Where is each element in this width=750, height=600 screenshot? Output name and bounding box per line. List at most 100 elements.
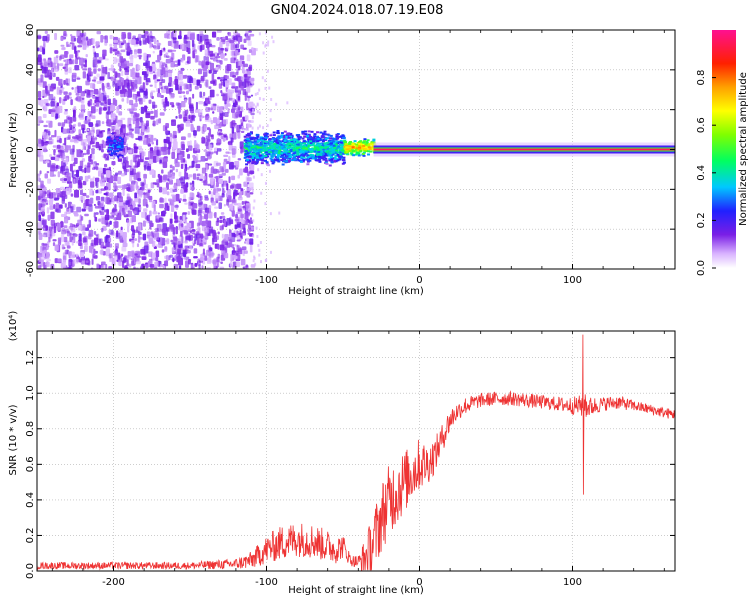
spectrogram-cell bbox=[206, 267, 211, 269]
spectrogram-cell bbox=[332, 144, 336, 147]
spectrogram-cell bbox=[194, 158, 199, 162]
spectrogram-cell bbox=[73, 123, 77, 127]
spectrogram-cell bbox=[341, 151, 345, 154]
spectrogram-cell bbox=[136, 91, 141, 97]
spectrogram-cell bbox=[108, 119, 112, 128]
spectrogram-cell bbox=[274, 140, 278, 143]
spectrogram-cell bbox=[184, 98, 187, 103]
spectrogram-cell bbox=[57, 237, 62, 246]
spectrogram-cell bbox=[220, 81, 224, 86]
spectrogram-cell bbox=[193, 256, 198, 259]
spectrogram-cell bbox=[348, 147, 352, 150]
spectrogram-cell bbox=[85, 260, 89, 263]
spectrogram-cell bbox=[67, 201, 72, 209]
spectrogram-cell bbox=[125, 147, 128, 155]
spectrogram-cell bbox=[306, 135, 310, 138]
spectrogram-cell bbox=[172, 36, 177, 44]
spectrogram-cell bbox=[217, 46, 221, 51]
spectrogram-cell bbox=[183, 252, 187, 258]
spectrogram-cell bbox=[192, 154, 196, 158]
spectrogram-cell bbox=[39, 149, 43, 157]
spectrogram-cell bbox=[122, 162, 127, 169]
spectrogram-cell bbox=[102, 246, 107, 249]
spectrogram-cell bbox=[307, 138, 311, 141]
spectrogram-cell bbox=[177, 128, 181, 134]
spectrogram-cell bbox=[317, 152, 321, 155]
spectrogram-cell bbox=[328, 159, 332, 162]
spectrogram-cell bbox=[251, 80, 254, 84]
spectrogram-cell bbox=[119, 140, 123, 143]
spectrogram-cell bbox=[129, 62, 134, 67]
spectrogram-cell bbox=[181, 91, 186, 94]
spectrogram-cell bbox=[362, 154, 366, 157]
spectrogram-cell bbox=[94, 53, 99, 58]
spectrogram-cell bbox=[132, 67, 135, 76]
spectrogram-cell bbox=[276, 129, 280, 132]
spectrogram-cell bbox=[168, 141, 171, 150]
spectrogram-cell bbox=[45, 103, 50, 107]
spectrogram-cell bbox=[134, 229, 140, 233]
spectrogram-cell bbox=[126, 259, 129, 267]
spectrogram-cell bbox=[52, 145, 57, 148]
spectrogram-cell bbox=[240, 44, 245, 50]
spectrogram-cell bbox=[251, 116, 254, 120]
spectrogram-cell bbox=[101, 227, 104, 233]
spectrogram-cell bbox=[264, 138, 268, 141]
spectrogram-cell bbox=[152, 252, 156, 259]
spectrogram-cell bbox=[75, 92, 80, 96]
spectrogram-cell bbox=[41, 59, 45, 66]
spectrogram-cell bbox=[131, 260, 135, 266]
spectrogram-cell bbox=[137, 145, 142, 150]
spectrogram-cell bbox=[214, 188, 218, 194]
spectrogram-cell bbox=[159, 197, 163, 203]
spectrogram-cell bbox=[47, 214, 51, 221]
spectrogram-cell bbox=[245, 264, 249, 268]
spectrogram-cell bbox=[71, 42, 75, 50]
spectrogram-cell bbox=[167, 70, 173, 78]
spectrogram-cell bbox=[211, 31, 217, 38]
spectrogram-cell bbox=[325, 150, 329, 153]
spectrogram-cell bbox=[242, 253, 245, 257]
spectrogram-cell bbox=[224, 233, 229, 242]
spectrogram-cell bbox=[231, 199, 237, 204]
spectrogram-cell bbox=[342, 136, 346, 139]
spectrogram-cell bbox=[174, 76, 178, 83]
spectrogram-cell bbox=[109, 139, 113, 142]
spectrogram-cell bbox=[317, 159, 321, 162]
spectrogram-cell bbox=[104, 92, 107, 95]
spectrogram-cell bbox=[246, 70, 251, 76]
spectrogram-cell bbox=[269, 109, 272, 113]
spectrogram-cell bbox=[69, 139, 75, 143]
spectrogram-cell bbox=[227, 31, 232, 37]
spectrogram-cell bbox=[229, 263, 233, 267]
spectrogram-cell bbox=[362, 141, 366, 144]
spectrogram-cell bbox=[100, 188, 106, 191]
spectrogram-cell bbox=[245, 134, 249, 137]
spectrogram-cell bbox=[244, 241, 247, 244]
spectrogram-cell bbox=[240, 130, 245, 134]
spectrogram-cell bbox=[246, 158, 250, 161]
spectrogram-cell bbox=[264, 202, 267, 206]
colorbar-tick-label: 0.4 bbox=[696, 165, 707, 181]
spectrogram-cell bbox=[299, 149, 303, 152]
spectrogram-cell bbox=[231, 165, 236, 168]
spectrogram-cell bbox=[153, 37, 157, 45]
spectrogram-cell bbox=[50, 211, 55, 220]
spectrogram-cell bbox=[249, 143, 253, 146]
spectrogram-cell bbox=[332, 160, 336, 163]
spectrogram-cell bbox=[42, 47, 46, 55]
spectrogram-cell bbox=[247, 161, 251, 164]
spectrogram-cell bbox=[191, 229, 196, 232]
spectrogram-cell bbox=[182, 198, 187, 202]
spectrogram-cell bbox=[144, 105, 148, 113]
spectrogram-cell bbox=[59, 89, 62, 95]
spectrogram-cell bbox=[332, 149, 336, 152]
spectrogram-cell bbox=[164, 129, 169, 134]
spectrogram-cell bbox=[140, 249, 146, 255]
spectrogram-cell bbox=[290, 159, 294, 162]
spectrogram-cell bbox=[243, 250, 248, 254]
spectrogram-cell bbox=[57, 171, 60, 178]
spectrogram-cell bbox=[151, 63, 156, 72]
spectrogram-cell bbox=[110, 144, 114, 147]
spectrogram-cell bbox=[93, 203, 96, 206]
